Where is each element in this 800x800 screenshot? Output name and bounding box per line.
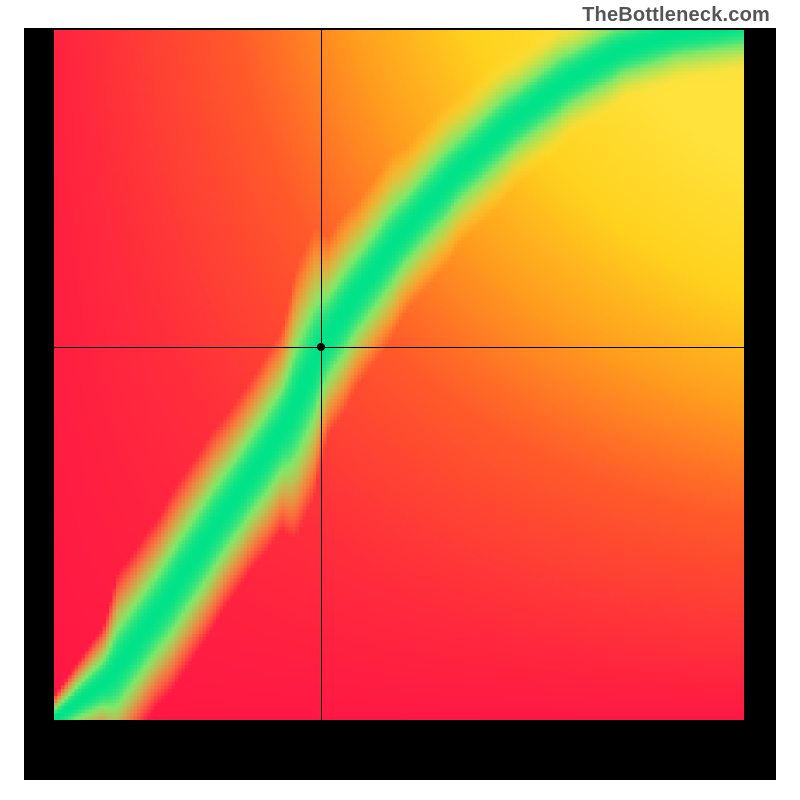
chart-container: TheBottleneck.com — [0, 0, 800, 800]
attribution-label: TheBottleneck.com — [582, 4, 770, 27]
crosshair-horizontal — [54, 347, 744, 348]
crosshair-vertical — [321, 30, 322, 720]
heatmap-canvas — [54, 30, 744, 720]
